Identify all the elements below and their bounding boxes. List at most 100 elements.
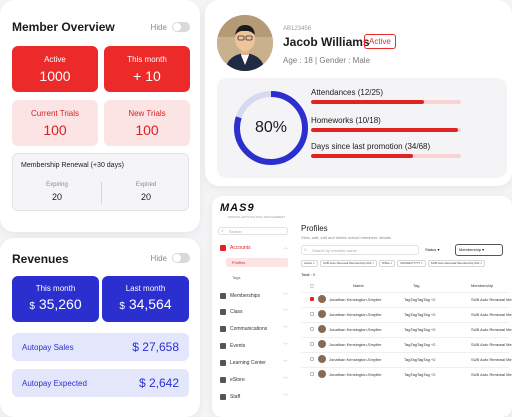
- member-meta: Age : 18 | Gender : Male: [283, 56, 371, 65]
- table-row[interactable]: Jonathan Kensington-Smythe TagTagTagTag +…: [301, 322, 512, 334]
- filter-chip[interactable]: MAS92277777 ×: [397, 260, 426, 267]
- member-overview-hide-control[interactable]: Hide: [151, 22, 190, 32]
- sidebar-item-staff[interactable]: Staff ﹀: [220, 393, 288, 400]
- stat-value: 100: [135, 122, 159, 138]
- filter-chip[interactable]: SUB Auto Renewal Membership 001 ×: [319, 260, 378, 267]
- stat-this-month: This month + 10: [104, 46, 190, 92]
- header-checkbox[interactable]: ▢: [310, 283, 314, 288]
- page-title: Profiles: [301, 224, 328, 233]
- row-checkbox[interactable]: [310, 342, 314, 346]
- metric-track: [311, 100, 461, 104]
- column-header-name[interactable]: Name: [353, 283, 364, 288]
- row-checkbox[interactable]: [310, 357, 314, 361]
- hide-toggle[interactable]: [172, 253, 190, 263]
- row-membership: SUB Auto Renewal Membership 001: [471, 342, 512, 347]
- column-header-tag[interactable]: Tag: [413, 283, 420, 288]
- sidebar-item-communications[interactable]: Communications ﹀: [220, 325, 288, 332]
- revenues-hide-control[interactable]: Hide: [151, 253, 190, 263]
- row-name[interactable]: Jonathan Kensington-Smythe: [329, 342, 382, 347]
- chevron-down-icon: ﹀: [282, 293, 288, 299]
- currency-symbol: $: [29, 301, 35, 312]
- row-checkbox[interactable]: [310, 312, 314, 316]
- table-row[interactable]: Jonathan Kensington-Smythe TagTagTagTag +…: [301, 352, 512, 364]
- row-checkbox[interactable]: [310, 327, 314, 331]
- revenue-last-month: Last month $ 34,564: [102, 276, 189, 322]
- column-header-membership[interactable]: Membership: [471, 283, 494, 288]
- table-row[interactable]: Jonathan Kensington-Smythe TagTagTagTag +…: [301, 307, 512, 319]
- avatar: [318, 355, 326, 363]
- sidebar-subitem-tags[interactable]: Tags: [232, 275, 241, 280]
- membership-renewal-panel: Membership Renewal (+30 days) Expiring 2…: [12, 153, 189, 211]
- revenue-amount: 34,564: [128, 296, 172, 312]
- stat-current-trials: Current Trials 100: [12, 100, 98, 146]
- sidebar-item-label: Events: [230, 342, 246, 349]
- status-filter-label: Status: [425, 247, 437, 252]
- member-id: AB123456: [283, 26, 312, 32]
- sidebar-item-estore[interactable]: eStore ﹀: [220, 376, 288, 383]
- app-logo-subtitle: MARTIAL ARTS SCHOOL MANAGEMENT: [228, 215, 286, 219]
- sidebar-item-learning-center[interactable]: Learning Center ﹀: [220, 359, 288, 366]
- chevron-down-icon: ﹀: [282, 377, 288, 383]
- membership-icon: [220, 292, 226, 299]
- expiring-label: Expiring: [46, 182, 68, 188]
- autopay-sales-label: Autopay Sales: [22, 342, 74, 352]
- sidebar-item-label: Memberships: [230, 292, 261, 299]
- metric-fill: [311, 154, 413, 158]
- sidebar-item-label: Class: [230, 308, 243, 315]
- status-filter[interactable]: Status ▾: [425, 245, 451, 255]
- stat-value: 100: [43, 122, 67, 138]
- sidebar-item-label: Communications: [230, 325, 268, 332]
- row-name[interactable]: Jonathan Kensington-Smythe: [329, 357, 382, 362]
- revenue-amount: 35,260: [38, 296, 82, 312]
- row-name[interactable]: Jonathan Kensington-Smythe: [329, 297, 382, 302]
- filter-chip[interactable]: SUB Auto Renewal Membership 001 ×: [427, 260, 486, 267]
- chevron-up-icon: ︿: [282, 245, 288, 251]
- row-tag: TagTagTagTag +2: [404, 297, 436, 302]
- expired-label: Expired: [135, 182, 157, 188]
- autopay-expected-row: Autopay Expected $ 2,642: [12, 369, 189, 397]
- sidebar-subitem-profiles[interactable]: Profiles: [226, 258, 288, 267]
- membership-filter-label: Membership: [459, 247, 482, 252]
- row-checkbox[interactable]: [310, 297, 314, 301]
- table-row[interactable]: Jonathan Kensington-Smythe TagTagTagTag +…: [301, 337, 512, 349]
- filter-chip[interactable]: Active ×: [301, 260, 318, 267]
- row-name[interactable]: Jonathan Kensington-Smythe: [329, 312, 382, 317]
- hide-toggle[interactable]: [172, 22, 190, 32]
- total-count: Total : 5: [301, 272, 315, 277]
- users-icon: [220, 244, 226, 251]
- sidebar-item-memberships[interactable]: Memberships ﹀: [220, 292, 288, 299]
- row-name[interactable]: Jonathan Kensington-Smythe: [329, 372, 382, 377]
- profiles-main: Profiles View, add, edit and delete scho…: [298, 222, 512, 417]
- avatar: [217, 15, 273, 71]
- member-search-input[interactable]: Search by member name: [301, 245, 419, 255]
- expired-value: 20: [140, 192, 151, 202]
- sidebar-search-input[interactable]: Search: [218, 227, 288, 235]
- table-row[interactable]: Jonathan Kensington-Smythe TagTagTagTag +…: [301, 292, 512, 304]
- member-name: Jacob Williams: [283, 35, 370, 49]
- metric-fill: [311, 100, 424, 104]
- membership-filter[interactable]: Membership ▾: [455, 244, 503, 256]
- sidebar-item-events[interactable]: Events ﹀: [220, 342, 288, 349]
- chat-icon: [220, 325, 226, 332]
- revenues-title: Revenues: [12, 252, 69, 266]
- filter-chips: Active × SUB Auto Renewal Membership 001…: [301, 260, 486, 267]
- sidebar-item-class[interactable]: Class ﹀: [220, 308, 288, 315]
- stat-active: Active 1000: [12, 46, 98, 92]
- row-name[interactable]: Jonathan Kensington-Smythe: [329, 327, 382, 332]
- row-checkbox[interactable]: [310, 372, 314, 376]
- avatar: [318, 325, 326, 333]
- stat-label: This month: [127, 55, 167, 64]
- row-tag: TagTagTagTag +2: [404, 372, 436, 377]
- sidebar-item-accounts[interactable]: Accounts ︿: [220, 244, 288, 251]
- table-row[interactable]: Jonathan Kensington-Smythe TagTagTagTag +…: [301, 367, 512, 379]
- class-icon: [220, 308, 226, 315]
- filter-chip[interactable]: White ×: [379, 260, 396, 267]
- autopay-sales-value: $ 27,658: [132, 340, 179, 354]
- row-tag: TagTagTagTag +2: [404, 312, 436, 317]
- avatar: [318, 370, 326, 378]
- chevron-down-icon: ▾: [482, 247, 485, 252]
- row-tag: TagTagTagTag +2: [404, 342, 436, 347]
- renewal-expired: Expired 20: [102, 182, 190, 202]
- autopay-sales-row: Autopay Sales $ 27,658: [12, 333, 189, 361]
- app-window: MAS9 MARTIAL ARTS SCHOOL MANAGEMENT Sear…: [212, 196, 512, 417]
